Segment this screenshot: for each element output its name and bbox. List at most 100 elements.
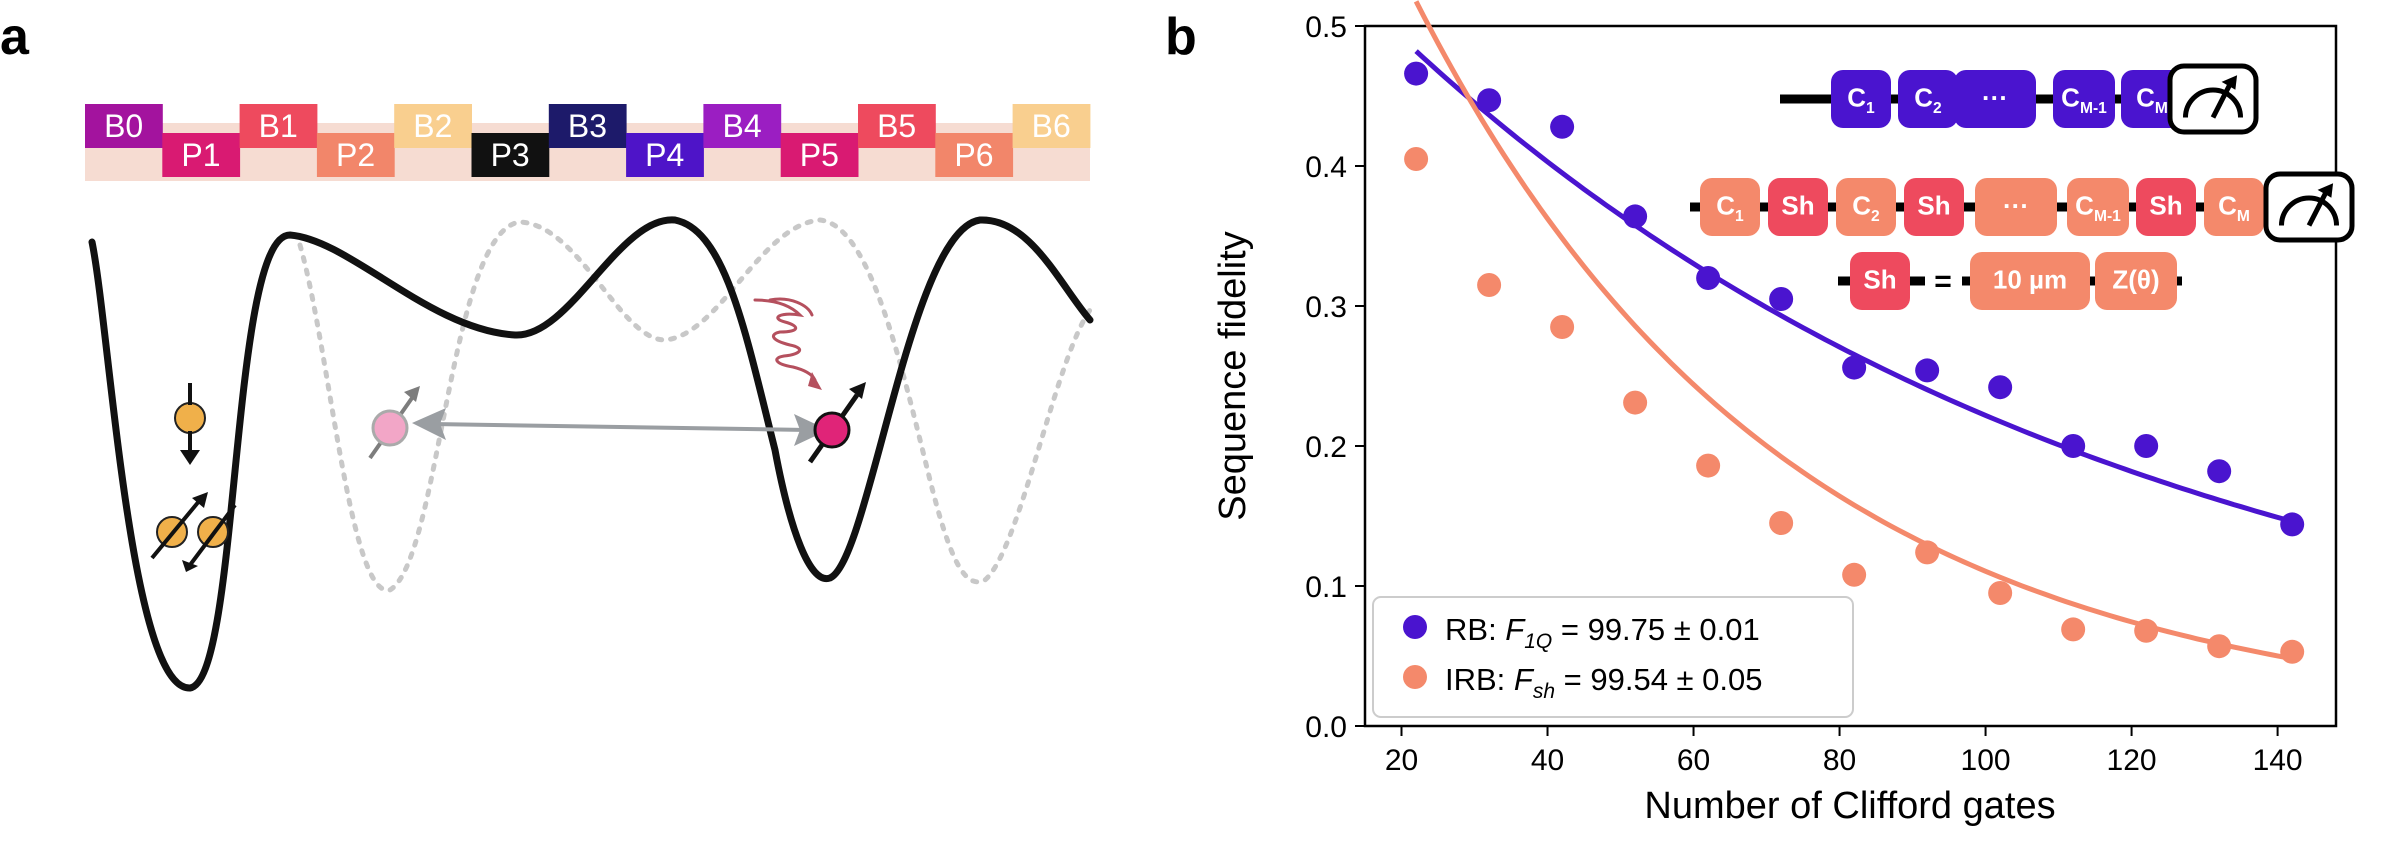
sequence-gate-label: Sh: [1781, 190, 1814, 220]
gate-label: B6: [1032, 108, 1071, 144]
sequence-gate-rb: [1831, 70, 1891, 128]
gate-label: B0: [104, 108, 143, 144]
sequence-gate-rb: [1954, 70, 2036, 128]
sequence-gate-label: ···: [2003, 190, 2029, 220]
data-point-rb: [1550, 114, 1575, 139]
gate-box: [316, 133, 395, 177]
panel-a-label: a: [0, 8, 30, 66]
fit-curve-rb: [1414, 49, 2293, 524]
sequence-gate-sh: [1768, 178, 1828, 236]
data-point-irb: [2207, 634, 2232, 659]
gate-box: [858, 104, 936, 148]
gate-box: [935, 133, 1014, 177]
electron-singlet-pair: [150, 492, 237, 572]
gate-p1: P1: [162, 133, 241, 177]
irb-sequence-diagram: C1 Sh C2 Sh ··· CM-1 Sh CM: [1690, 171, 2355, 243]
data-point-irb: [1915, 540, 1940, 565]
y-axis-label: Sequence fidelity: [1212, 231, 1254, 520]
data-point-rb: [1623, 204, 1648, 229]
panel-b-label: b: [1165, 8, 1197, 66]
gate-box: [626, 133, 704, 177]
gate-label: P3: [491, 137, 530, 173]
sequence-gate-label: 10 µm: [1993, 264, 2067, 294]
data-point-rb: [2061, 434, 2086, 458]
electron-spin-down: [174, 383, 206, 465]
gate-p6: P6: [935, 133, 1014, 177]
data-point-rb: [2134, 434, 2159, 458]
sequence-gate-irb: [2204, 178, 2264, 236]
microwave-arrow-head: [808, 372, 822, 390]
data-point-rb: [2280, 512, 2305, 537]
gate-label: B5: [877, 108, 916, 144]
x-tick-label: 20: [1385, 744, 1418, 777]
y-axis-ticks: 0.0 0.1 0.2 0.3 0.4 0.5: [1305, 11, 1365, 744]
gate-label: P1: [181, 137, 220, 173]
gate-label: B3: [568, 108, 607, 144]
sequence-gate-irb: [1975, 178, 2057, 236]
data-point-rb: [1988, 375, 2013, 400]
gate-b3: B3: [548, 104, 627, 148]
gate-p5: P5: [780, 133, 859, 177]
data-point-irb: [1769, 511, 1794, 535]
chart-axes: [1363, 24, 2338, 728]
x-axis-label: Number of Clifford gates: [1644, 785, 2055, 827]
gate-label: P4: [645, 137, 684, 173]
x-tick-label: 80: [1823, 744, 1856, 777]
gate-label: B4: [722, 108, 761, 144]
plot-frame: [1363, 24, 2338, 728]
y-tick-label: 0.1: [1305, 571, 1347, 604]
legend-marker-irb: [1403, 665, 1427, 689]
data-points: [1404, 61, 2305, 664]
gate-b0: B0: [85, 104, 163, 148]
gate-label: B1: [259, 108, 298, 144]
sequence-gate-sh: [2136, 178, 2196, 236]
sequence-gate-sh: [1904, 178, 1964, 236]
gate-box: [162, 133, 241, 177]
sequence-gate-label: CM-1: [2061, 82, 2107, 117]
sequence-gate-label: C2: [1852, 190, 1880, 225]
data-point-rb: [1842, 355, 1867, 380]
gate-p3: P3: [471, 133, 550, 177]
gate-box: [780, 133, 859, 177]
x-tick-label: 60: [1677, 744, 1710, 777]
shuttle-gate: [1970, 252, 2090, 310]
phase-gate: [2095, 252, 2177, 310]
equals-sign: =: [1934, 265, 1952, 298]
data-point-rb: [1769, 287, 1794, 311]
data-point-irb: [1842, 562, 1867, 587]
data-point-irb: [1988, 581, 2013, 605]
sequence-gate-label: Sh: [1863, 264, 1896, 294]
data-point-rb: [1915, 358, 1940, 383]
y-tick-label: 0.3: [1305, 291, 1347, 324]
legend-entry-irb: IRB: Fsh = 99.54 ± 0.05: [1445, 662, 1763, 703]
data-point-rb: [2207, 459, 2232, 484]
microwave-drive-icon: [753, 297, 817, 382]
electron-spin-dark: [807, 382, 866, 464]
data-point-irb: [1550, 315, 1575, 339]
alternate-potential-curve: [297, 217, 1093, 593]
potential-curve: [88, 216, 1094, 692]
data-point-irb: [1623, 390, 1648, 415]
sequence-gate-label: Z(θ): [2112, 264, 2159, 294]
gate-box: [85, 104, 163, 148]
sequence-gate-label: CM-1: [2075, 190, 2121, 225]
gate-box: [239, 104, 318, 148]
gate-b1: B1: [239, 104, 318, 148]
x-tick-label: 40: [1531, 744, 1564, 777]
measurement-icon: [2167, 63, 2259, 135]
sequence-gate-label: C2: [1914, 82, 1942, 117]
sequence-gate-label: ···: [1982, 82, 2008, 112]
gate-b2: B2: [394, 104, 472, 148]
data-point-irb: [2134, 618, 2159, 643]
data-point-rb: [1477, 88, 1502, 113]
gate-label: P2: [336, 137, 375, 173]
gate-row: B0 P1 B1 P2 B2 P3 B3 P4 B4 P5 B5 P6 B6: [85, 104, 1091, 177]
gate-p4: P4: [626, 133, 704, 177]
sequence-gate-irb: [1836, 178, 1896, 236]
electron-spin-light: [368, 386, 420, 460]
y-tick-label: 0.5: [1305, 11, 1347, 44]
data-point-irb: [2061, 617, 2086, 642]
legend: RB: F1Q = 99.75 ± 0.01 IRB: Fsh = 99.54 …: [1372, 596, 1854, 718]
x-tick-label: 100: [1961, 744, 2011, 777]
